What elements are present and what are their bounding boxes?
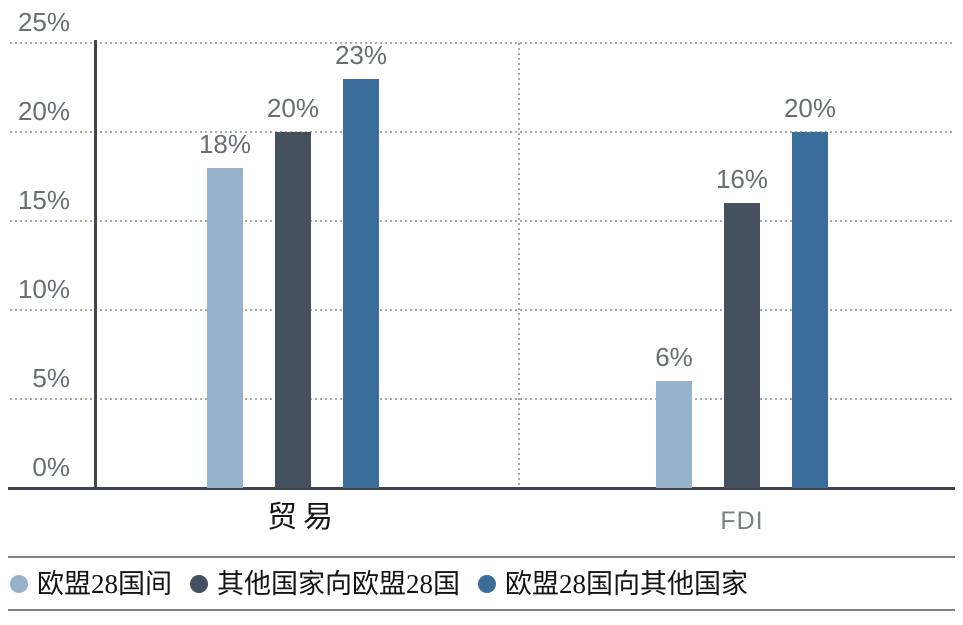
y-tick-label: 20% (17, 96, 70, 126)
legend-item: 欧盟28国向其他国家 (478, 568, 748, 600)
legend-label: 其他国家向欧盟28国 (217, 569, 460, 599)
y-tick-label: 15% (17, 185, 70, 215)
y-tick-label: 0% (32, 452, 70, 482)
category-label-trade: 贸易 (267, 501, 339, 534)
y-tick-label: 5% (32, 363, 70, 393)
legend-bottom-rule (8, 609, 955, 611)
gridline (10, 398, 955, 400)
legend-top-rule (8, 556, 955, 558)
y-tick-label: 25% (17, 7, 70, 37)
legend-item: 其他国家向欧盟28国 (190, 568, 460, 600)
category-label-fdi: FDI (720, 507, 764, 535)
value-label: 6% (655, 342, 693, 372)
bar-cat0-ser0 (207, 168, 243, 488)
bar-cat0-ser1 (275, 132, 311, 488)
legend-dot-icon (190, 575, 208, 593)
legend: 欧盟28国间 其他国家向欧盟28国 欧盟28国向其他国家 (10, 560, 955, 608)
legend-dot-icon (10, 575, 28, 593)
value-label: 23% (334, 40, 388, 70)
legend-label: 欧盟28国向其他国家 (505, 569, 748, 599)
legend-dot-icon (478, 575, 496, 593)
value-label: 20% (266, 93, 320, 123)
legend-label: 欧盟28国间 (37, 569, 172, 599)
value-label: 20% (783, 93, 837, 123)
y-tick-label: 10% (17, 274, 70, 304)
x-axis-line (8, 487, 955, 490)
bar-cat1-ser2 (792, 132, 828, 488)
y-axis-line (94, 40, 97, 488)
legend-item: 欧盟28国间 (10, 568, 172, 600)
bar-cat0-ser2 (343, 79, 379, 488)
value-label: 18% (198, 129, 252, 159)
value-label: 16% (715, 164, 769, 194)
gridline (10, 131, 955, 133)
bar-cat1-ser1 (724, 203, 760, 488)
category-separator-line (518, 43, 520, 488)
gridline (10, 309, 955, 311)
bar-cat1-ser0 (656, 381, 692, 488)
gridline (10, 42, 955, 44)
gridline (10, 220, 955, 222)
